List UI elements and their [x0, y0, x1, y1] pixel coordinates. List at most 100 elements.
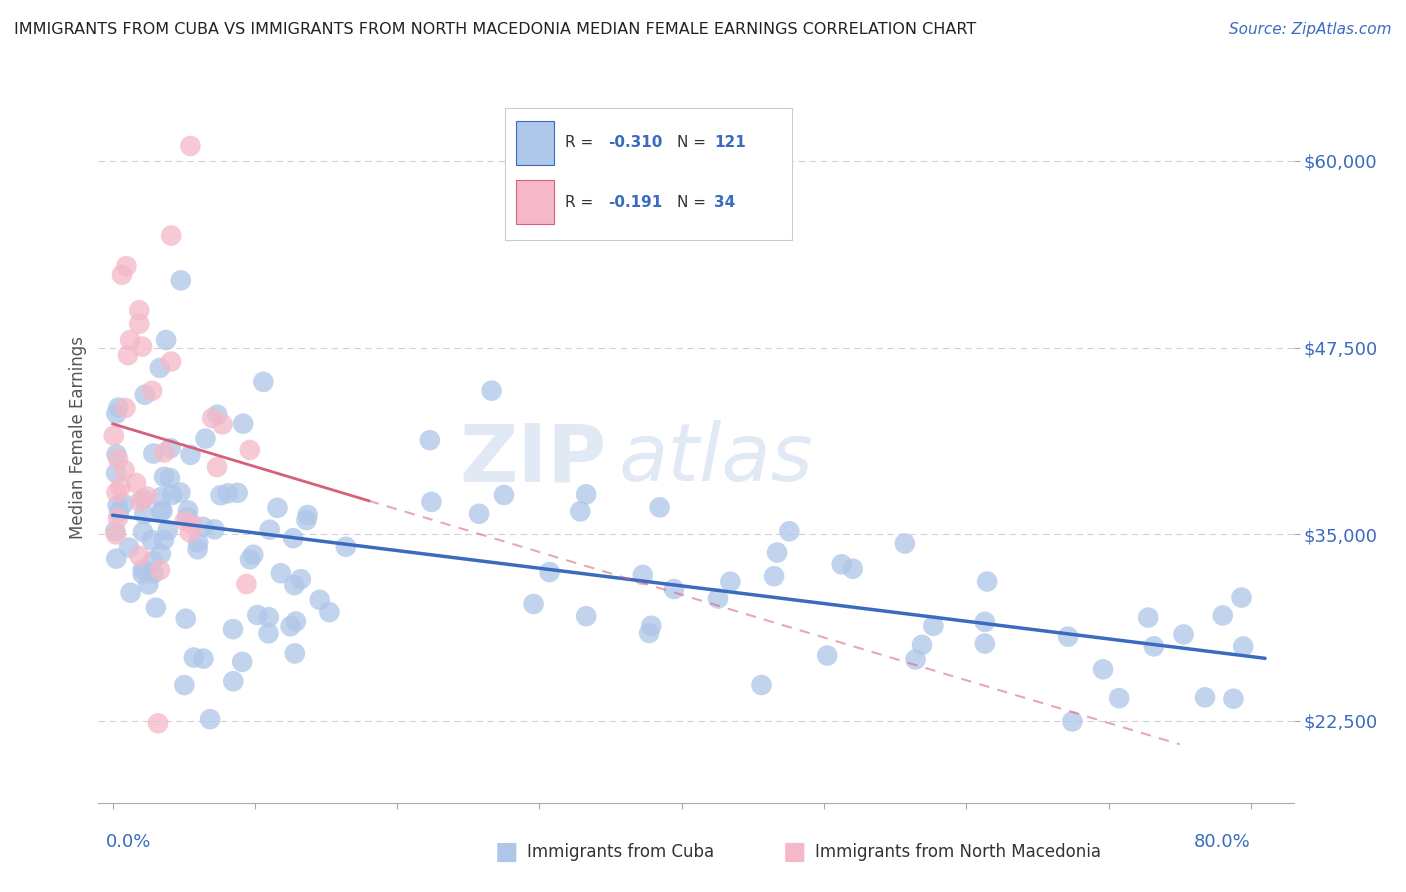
- Point: [1108, 691, 1130, 706]
- Point: [132, 562, 155, 576]
- Text: 80.0%: 80.0%: [1194, 832, 1251, 851]
- Text: Immigrants from Cuba: Immigrants from Cuba: [527, 843, 714, 861]
- Point: [1057, 630, 1080, 644]
- Text: atlas: atlas: [619, 420, 813, 498]
- Point: [266, 500, 288, 515]
- Point: [105, 551, 128, 566]
- Point: [575, 609, 598, 624]
- Point: [142, 554, 165, 568]
- Point: [420, 495, 443, 509]
- Point: [211, 417, 233, 432]
- Point: [569, 504, 592, 518]
- Point: [201, 411, 224, 425]
- Point: [128, 303, 150, 318]
- Point: [751, 678, 773, 692]
- Point: [174, 612, 197, 626]
- Point: [136, 577, 159, 591]
- Point: [284, 647, 307, 661]
- Point: [232, 417, 254, 431]
- Point: [911, 638, 934, 652]
- Point: [128, 494, 150, 508]
- Point: [105, 447, 128, 461]
- Point: [149, 360, 172, 375]
- Point: [763, 569, 786, 583]
- Point: [284, 615, 307, 629]
- Point: [217, 486, 239, 500]
- Point: [107, 511, 129, 525]
- Point: [114, 401, 136, 415]
- Point: [194, 432, 217, 446]
- Text: IMMIGRANTS FROM CUBA VS IMMIGRANTS FROM NORTH MACEDONIA MEDIAN FEMALE EARNINGS C: IMMIGRANTS FROM CUBA VS IMMIGRANTS FROM …: [14, 22, 976, 37]
- Point: [131, 567, 153, 582]
- Point: [107, 401, 129, 415]
- Point: [522, 597, 544, 611]
- Point: [246, 607, 269, 622]
- Point: [160, 354, 183, 368]
- Point: [134, 507, 156, 521]
- Point: [648, 500, 671, 515]
- Point: [179, 448, 201, 462]
- Point: [202, 522, 225, 536]
- Point: [183, 650, 205, 665]
- Point: [638, 626, 661, 640]
- Point: [205, 460, 228, 475]
- Point: [125, 475, 148, 490]
- Point: [191, 520, 214, 534]
- Point: [1137, 610, 1160, 624]
- Point: [153, 445, 176, 459]
- Point: [150, 490, 173, 504]
- Point: [259, 523, 281, 537]
- Point: [290, 572, 312, 586]
- Point: [257, 626, 280, 640]
- Point: [222, 674, 245, 689]
- Point: [894, 536, 917, 550]
- Point: [150, 504, 173, 518]
- Point: [976, 574, 998, 589]
- Point: [538, 565, 561, 579]
- Point: [252, 375, 274, 389]
- Point: [108, 505, 131, 519]
- Point: [155, 333, 177, 347]
- Point: [222, 622, 245, 636]
- Text: Source: ZipAtlas.com: Source: ZipAtlas.com: [1229, 22, 1392, 37]
- Point: [107, 498, 129, 512]
- Point: [973, 615, 995, 629]
- Point: [173, 678, 195, 692]
- Point: [235, 577, 257, 591]
- Point: [134, 388, 156, 402]
- Text: 0.0%: 0.0%: [105, 832, 150, 851]
- Point: [280, 619, 302, 633]
- Point: [318, 605, 340, 619]
- Point: [270, 566, 292, 581]
- Point: [239, 442, 262, 457]
- Point: [114, 463, 136, 477]
- Point: [131, 340, 153, 354]
- Text: Immigrants from North Macedonia: Immigrants from North Macedonia: [815, 843, 1101, 861]
- Point: [209, 488, 232, 502]
- Point: [132, 492, 155, 507]
- Point: [141, 384, 163, 398]
- Point: [1092, 662, 1115, 676]
- Point: [662, 582, 685, 596]
- Point: [120, 585, 142, 599]
- Point: [177, 503, 200, 517]
- Point: [297, 508, 319, 522]
- Y-axis label: Median Female Earnings: Median Female Earnings: [69, 335, 87, 539]
- Point: [104, 524, 127, 538]
- Point: [153, 533, 176, 547]
- Point: [135, 490, 157, 504]
- Point: [183, 518, 205, 533]
- Point: [718, 574, 741, 589]
- Point: [1212, 608, 1234, 623]
- Point: [295, 513, 318, 527]
- Point: [146, 716, 169, 731]
- Point: [149, 547, 172, 561]
- Point: [156, 524, 179, 538]
- Point: [179, 525, 201, 540]
- Point: [831, 558, 853, 572]
- Point: [1222, 691, 1244, 706]
- Point: [492, 488, 515, 502]
- Point: [226, 485, 249, 500]
- Point: [419, 433, 441, 447]
- Point: [575, 487, 598, 501]
